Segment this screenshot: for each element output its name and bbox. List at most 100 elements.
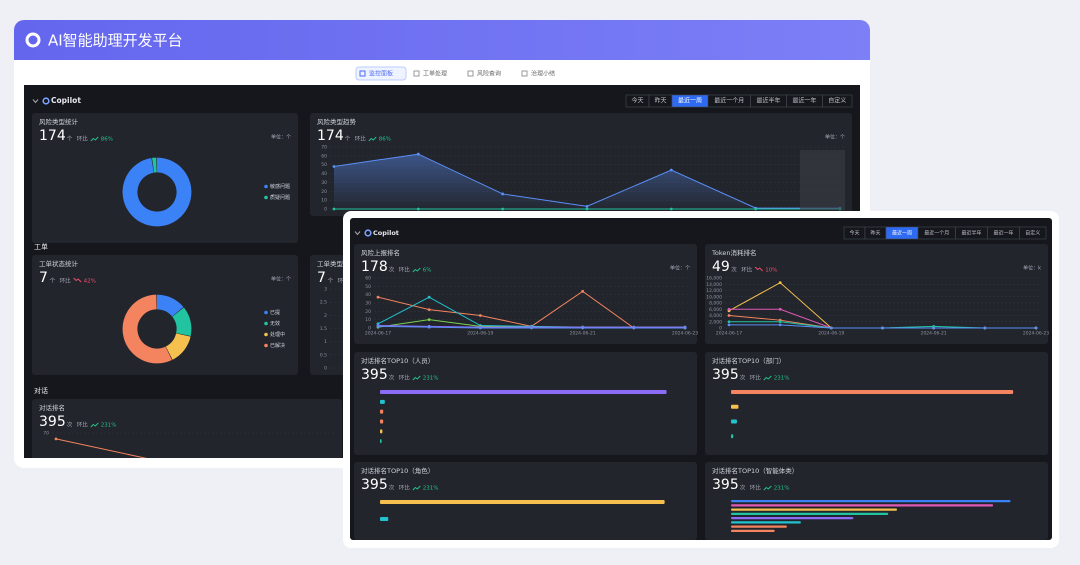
panel-unit: 次 xyxy=(389,266,395,274)
time-filter-label[interactable]: 最近半年 xyxy=(961,230,981,237)
ratio-label: 环比 xyxy=(399,484,411,492)
y-tick-label: 20 xyxy=(321,189,327,195)
legend-label: 已解决 xyxy=(270,342,285,349)
panel-total: 174 xyxy=(317,128,344,144)
y-tick-label: 8,000 xyxy=(709,301,722,307)
y-tick-label: 30 xyxy=(321,180,327,186)
ratio-label: 环比 xyxy=(399,266,411,274)
point xyxy=(427,318,431,322)
panel-title: 对话排名TOP10（部门） xyxy=(712,356,785,365)
panel-title: 对话排名TOP10（角色） xyxy=(361,466,434,475)
panel-unit: 次 xyxy=(740,374,746,382)
ratio-label: 环比 xyxy=(750,484,762,492)
panel xyxy=(354,244,697,344)
y-tick-label: 0 xyxy=(719,326,722,332)
time-filter-label[interactable]: 今天 xyxy=(631,97,643,105)
y-tick-label: 3 xyxy=(324,287,327,293)
ratio-value: 231% xyxy=(774,376,790,382)
ratio-label: 环比 xyxy=(77,421,89,429)
point xyxy=(983,326,987,330)
panel-title: 风险类型统计 xyxy=(39,117,79,126)
point xyxy=(54,437,58,441)
time-filter-label[interactable]: 最近一个月 xyxy=(924,230,949,237)
y-tick-label: 60 xyxy=(365,276,371,282)
time-filter-label[interactable]: 今天 xyxy=(849,230,859,237)
time-filter-label[interactable]: 最近一个月 xyxy=(714,97,744,105)
legend-label: 无效 xyxy=(270,320,280,327)
point xyxy=(332,165,336,168)
tab-label[interactable]: 工单处理 xyxy=(423,70,447,78)
trend-arrow xyxy=(368,136,377,142)
bar xyxy=(731,517,854,520)
point xyxy=(727,314,731,317)
tab[interactable] xyxy=(355,66,407,81)
panel xyxy=(32,255,298,375)
point xyxy=(829,326,833,330)
legend-dot xyxy=(264,321,268,326)
time-filter-label[interactable]: 昨天 xyxy=(654,97,666,105)
x-tick-label: 2024-06-17 xyxy=(365,331,391,337)
panel-total: 395 xyxy=(361,477,388,493)
y-tick-label: 2.5 xyxy=(320,300,327,306)
bar xyxy=(731,529,775,532)
tab[interactable] xyxy=(464,67,514,80)
panel-title: Token消耗排名 xyxy=(711,248,757,257)
y-tick-label: 40 xyxy=(321,171,327,177)
time-filter-label[interactable]: 最近半年 xyxy=(756,97,780,105)
panel-title: 风险上报排名 xyxy=(361,248,400,257)
point xyxy=(427,308,431,312)
point xyxy=(329,497,332,500)
point xyxy=(427,295,431,299)
point xyxy=(376,295,380,299)
point xyxy=(778,323,782,327)
ratio-value: 231% xyxy=(101,423,117,429)
y-tick-label: 10 xyxy=(365,317,371,323)
brand-logo xyxy=(42,97,50,105)
tab-icon xyxy=(359,70,366,77)
tab-label[interactable]: 治理小结 xyxy=(531,70,555,78)
tab[interactable] xyxy=(410,67,460,80)
trend-arrow xyxy=(412,375,421,381)
time-filter-label[interactable]: 昨天 xyxy=(870,230,880,237)
time-filter-label[interactable]: 最近一周 xyxy=(892,230,912,237)
panel-unit: 个 xyxy=(328,278,334,285)
legend-label: 质疑问题 xyxy=(270,194,290,201)
panel-total: 395 xyxy=(712,367,739,383)
x-tick-label: 2024-06-19 xyxy=(467,331,493,337)
time-filter-label[interactable]: 自定义 xyxy=(1025,230,1040,237)
point xyxy=(530,326,533,330)
time-filter[interactable] xyxy=(1019,226,1047,240)
time-filter-label[interactable]: 最近一年 xyxy=(792,97,816,105)
time-filter[interactable] xyxy=(822,94,853,108)
panel-unit: 个 xyxy=(345,136,351,143)
donut-segment xyxy=(122,157,192,227)
ratio-value: 231% xyxy=(774,486,790,492)
panel-unit: 次 xyxy=(740,484,746,492)
y-tick-label: 2 xyxy=(324,313,327,319)
time-filter-label[interactable]: 自定义 xyxy=(828,97,846,105)
x-tick-label: 2024-06-21 xyxy=(921,331,947,337)
collapse-icon xyxy=(354,231,361,236)
point xyxy=(478,314,482,317)
panel xyxy=(705,244,1048,344)
tab[interactable] xyxy=(518,67,568,80)
tab-label[interactable]: 监控面板 xyxy=(369,70,393,78)
y-tick-label: 30 xyxy=(365,301,371,307)
ratio-value: 6% xyxy=(423,268,432,274)
tab-icon xyxy=(413,70,420,77)
hover-band xyxy=(800,150,845,210)
donut-segment xyxy=(165,332,191,360)
tab-label[interactable]: 风险查询 xyxy=(477,70,501,78)
area xyxy=(334,154,840,209)
point xyxy=(778,281,782,285)
y-tick-label: 20 xyxy=(365,309,371,315)
unit-note: 单位：个 xyxy=(825,134,845,141)
panel xyxy=(32,113,298,243)
line xyxy=(55,438,148,458)
y-tick-label: 70 xyxy=(321,145,327,151)
y-tick-label: 12,000 xyxy=(706,288,722,294)
time-filter-label[interactable]: 最近一周 xyxy=(678,97,702,105)
time-filter-label[interactable]: 最近一年 xyxy=(993,230,1013,237)
brand-logo xyxy=(364,229,372,237)
point xyxy=(585,207,589,211)
